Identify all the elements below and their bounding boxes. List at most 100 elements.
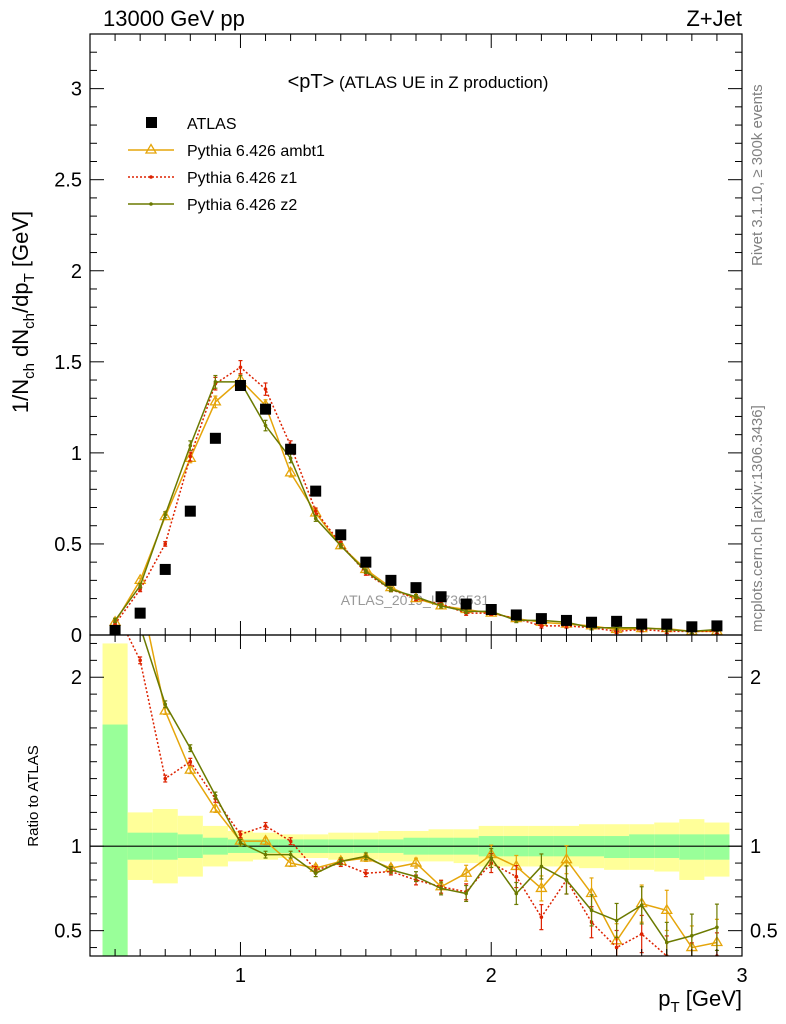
main-point-z1-3 (188, 454, 193, 459)
data-point-20 (611, 615, 623, 627)
data-point-22 (661, 618, 673, 630)
ratio-point-z1-16 (514, 874, 519, 879)
ratio-point-z1-0 (113, 608, 117, 612)
data-point-12 (410, 582, 422, 594)
data-point-13 (435, 591, 447, 603)
x-tick-label-2: 3 (736, 965, 747, 987)
data-point-9 (335, 529, 347, 541)
data-point-21 (636, 618, 648, 630)
ratio-point-ambt1-17 (535, 881, 548, 893)
y-tick-label-0: 0 (71, 625, 82, 647)
ratio-point-z2-1 (138, 625, 142, 629)
ratio-point-z2-5 (238, 841, 243, 845)
data-point-18 (560, 614, 572, 626)
ratio-tick-label-left-1: 1 (71, 836, 82, 858)
y-axis-label-main: 1/Nch dNch/dpT [GeV] (8, 211, 38, 413)
ratio-point-ambt1-12 (409, 856, 423, 867)
band-inner-24 (704, 834, 730, 860)
side-label-top: Rivet 3.1.10, ≥ 300k events (749, 84, 766, 266)
ratio-point-z1-1 (138, 658, 142, 663)
ratio-point-ambt1-18 (560, 852, 573, 864)
main-point-z1-8 (313, 509, 318, 513)
y-tick-label-1: 0.5 (54, 534, 82, 556)
main-point-z2-12 (414, 594, 418, 599)
ratio-point-z2-20 (614, 918, 619, 923)
legend: ATLAS Pythia 6.426 ambt1 Pythia 6.426 z1… (128, 116, 325, 214)
ratio-tick-label-left-2: 2 (71, 667, 82, 689)
main-point-z2-14 (464, 609, 468, 614)
y-tick-label-3: 1.5 (54, 352, 82, 374)
ratio-point-z2-0 (113, 473, 117, 477)
legend-marker-atlas (146, 117, 157, 128)
ratio-point-z2-23 (690, 933, 694, 938)
band-inner-0 (102, 724, 128, 956)
ratio-point-z1-10 (364, 871, 368, 876)
ratio-point-z2-17 (539, 864, 544, 869)
main-point-z2-0 (113, 618, 117, 623)
main-point-z2-11 (389, 587, 393, 592)
data-point-11 (385, 574, 397, 586)
main-point-z1-2 (163, 542, 168, 546)
ratio-point-z1-23 (690, 963, 694, 967)
ratio-point-z2-13 (439, 886, 443, 891)
main-point-z2-2 (163, 513, 168, 517)
legend-entry-ambt1: Pythia 6.426 ambt1 (187, 143, 325, 160)
ratio-point-z2-9 (338, 859, 343, 864)
ratio-point-z2-12 (414, 874, 418, 879)
main-point-ambt1-4 (209, 395, 222, 406)
ratio-point-z2-15 (489, 856, 494, 860)
ratio-point-ambt1-3 (184, 763, 197, 774)
ratio-point-z1-5 (238, 832, 243, 837)
ratio-point-z2-4 (213, 793, 218, 798)
ratio-series (110, 473, 724, 967)
data-point-6 (260, 403, 272, 415)
ratio-point-ambt1-0 (110, 537, 120, 546)
main-point-z2-1 (138, 584, 142, 588)
ratio-point-z2-10 (364, 854, 368, 859)
ratio-point-z2-8 (313, 871, 318, 876)
ratio-line-z1 (126, 635, 717, 956)
ratio-point-z2-11 (389, 868, 393, 872)
data-point-4 (209, 432, 221, 444)
main-point-z1-17 (539, 624, 544, 628)
data-point-24 (711, 620, 723, 632)
ratio-point-ambt1-14 (460, 866, 473, 877)
legend-entry-z2: Pythia 6.426 z2 (187, 197, 297, 214)
data-point-14 (460, 598, 472, 610)
ratio-point-z2-16 (514, 891, 519, 896)
data-point-8 (310, 485, 322, 497)
header-left: 13000 GeV pp (103, 6, 245, 31)
x-tick-label-0: 1 (235, 965, 246, 987)
data-point-15 (485, 604, 497, 616)
legend-marker-ambt1 (144, 143, 158, 154)
y-tick-label-6: 3 (71, 79, 82, 101)
y-tick-label-4: 2 (71, 261, 82, 283)
x-axis-label: pT [GeV] (658, 986, 742, 1016)
legend-marker-z1 (149, 175, 153, 179)
data-point-1 (134, 607, 146, 619)
ratio-point-z1-6 (263, 824, 268, 828)
ratio-point-z2-19 (589, 908, 594, 913)
legend-marker-z2 (149, 202, 153, 206)
x-tick-label-1: 2 (486, 965, 497, 987)
ratio-point-ambt1-6 (259, 834, 272, 845)
main-point-ambt1-9 (334, 538, 347, 550)
ratio-point-z2-21 (639, 903, 644, 908)
ratio-point-z2-24 (715, 925, 719, 930)
data-point-5 (234, 379, 246, 391)
data-point-19 (586, 616, 598, 628)
y-axis-label-ratio: Ratio to ATLAS (25, 745, 42, 846)
legend-entry-atlas: ATLAS (187, 116, 237, 133)
band-inner-23 (679, 834, 705, 860)
ratio-point-z1-20 (614, 945, 619, 950)
main-point-z2-7 (288, 456, 293, 461)
y-tick-label-5: 2.5 (54, 170, 82, 192)
data-point-17 (535, 613, 547, 625)
main-point-ambt1-2 (159, 509, 172, 521)
ratio-point-ambt1-22 (660, 903, 673, 915)
main-point-z2-3 (188, 443, 193, 448)
ratio-point-z1-3 (188, 759, 193, 764)
ratio-point-z2-7 (288, 852, 293, 857)
data-point-2 (159, 563, 171, 575)
ratio-point-ambt1-4 (209, 802, 222, 813)
